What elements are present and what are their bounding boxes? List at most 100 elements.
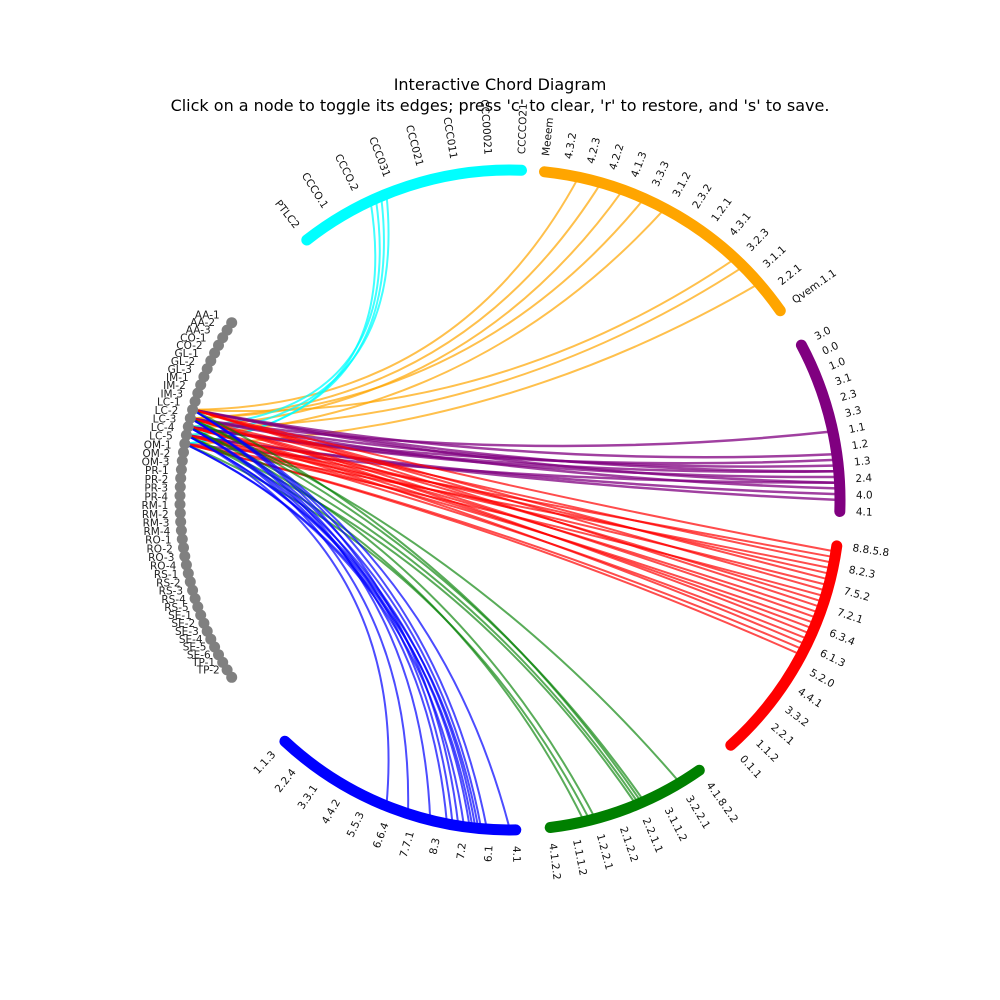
group-arc-label: 3.3.2 [782,704,811,730]
node-dot[interactable] [189,593,201,605]
node-pr-1[interactable]: PR-1 [145,465,187,484]
node-ro-2[interactable]: RO-2 [146,543,191,562]
group-arc-label: 1.2.2.1 [594,833,615,872]
node-dot[interactable] [176,455,188,467]
group-arc-label: 5.2.0 [807,667,836,691]
group-arc-label: 4.4.1 [795,686,824,711]
node-rs-2[interactable]: RS-2 [156,577,199,596]
chord-blue [187,425,448,824]
node-om-1[interactable]: OM-1 [144,439,189,458]
node-dot[interactable] [175,464,187,476]
node-im-2[interactable]: IM-2 [163,380,204,399]
node-dot[interactable] [189,395,201,407]
node-dot[interactable] [178,542,189,554]
node-dot[interactable] [182,421,194,433]
node-label: TP-2 [196,664,220,676]
node-dot[interactable] [174,481,186,493]
node-dot[interactable] [180,559,192,571]
group-arc-blue[interactable] [279,735,522,836]
node-dot[interactable] [174,498,186,510]
group-arc-purple[interactable] [795,339,846,517]
node-rm-4[interactable]: RM-4 [143,526,188,545]
group-arc-label: 7.2.1 [835,606,864,626]
group-arc-red[interactable] [725,540,843,751]
node-label: RO-1 [145,535,171,547]
chord-orange [188,189,624,428]
node-dot[interactable] [174,490,186,502]
group-arc-label: 4.1 [510,846,522,863]
group-arc-green[interactable] [544,764,705,833]
chord-purple [190,416,833,448]
node-tp-2[interactable]: TP-2 [196,664,238,683]
group-arc-label: 4.2.3 [585,136,603,165]
node-dot[interactable] [179,438,191,450]
node-ro-4[interactable]: RO-4 [150,560,194,579]
node-dot[interactable] [180,429,192,441]
group-arc-label: 1.1.3 [251,749,278,777]
chord-red [190,417,819,620]
node-label: GL-3 [168,364,192,376]
chord-red [190,417,825,603]
node-lc-2[interactable]: LC-2 [155,405,196,424]
node-dot[interactable] [179,550,191,562]
node-se-3[interactable]: SE-3 [175,626,217,645]
node-om-3[interactable]: OM-3 [142,457,187,476]
node-dot[interactable] [178,446,189,458]
node-dot[interactable] [226,671,238,683]
chord-green [189,417,681,784]
node-label: GL-1 [175,348,199,360]
node-label: LC-2 [155,405,179,417]
node-dot[interactable] [182,567,194,579]
node-lc-3[interactable]: LC-3 [153,414,194,433]
node-pr-2[interactable]: PR-2 [145,474,186,493]
node-rs-1[interactable]: RS-1 [154,569,196,588]
node-dot[interactable] [187,404,199,416]
node-dot[interactable] [187,584,199,596]
node-ro-1[interactable]: RO-1 [145,535,189,554]
node-label: AA-3 [186,325,211,337]
node-label: PR-1 [145,465,169,477]
node-dot[interactable] [192,387,204,399]
node-lc-5[interactable]: LC-5 [149,431,191,450]
group-arc-label: 3.1.2 [670,170,693,199]
group-arc-cyan[interactable] [301,164,527,246]
node-im-3[interactable]: IM-3 [160,388,201,407]
diagram-title: Interactive Chord Diagram [393,75,607,94]
node-lc-1[interactable]: LC-1 [157,397,199,416]
chord-orange [192,176,580,411]
node-dot[interactable] [175,516,187,528]
chord-blue [185,434,480,829]
node-co-2[interactable]: CO-2 [176,340,221,359]
group-arc-orange[interactable] [539,166,786,317]
node-pr-4[interactable]: PR-4 [144,491,186,510]
node-rs-3[interactable]: RS-3 [159,586,201,605]
diagram-subtitle: Click on a node to toggle its edges; pre… [170,96,830,115]
group-arc-label: CCC011 [441,116,460,159]
node-lc-4[interactable]: LC-4 [151,422,192,441]
node-dot[interactable] [175,524,187,536]
node-label: SE-4 [179,634,203,646]
node-rm-1[interactable]: RM-1 [141,500,186,519]
node-label: RS-2 [156,577,180,589]
node-dot[interactable] [175,472,187,484]
node-dot[interactable] [184,412,196,424]
node-label: RS-1 [154,569,178,581]
node-rm-2[interactable]: RM-2 [142,509,187,528]
node-dot[interactable] [184,576,196,588]
group-arc-label: 7.7.1 [398,830,417,859]
chords-layer [184,176,841,831]
node-rm-3[interactable]: RM-3 [143,517,187,536]
group-arc-label: 4.1.3 [629,150,650,179]
node-label: RO-3 [148,552,174,564]
chord-red [186,434,836,559]
node-pr-3[interactable]: PR-3 [144,483,186,502]
node-om-2[interactable]: OM-2 [143,448,188,467]
group-arc-label: 2.2.1.1 [640,816,665,855]
node-dot[interactable] [176,533,188,545]
node-label: SE-6 [187,649,211,661]
group-arc-label: 3.3 [844,404,863,420]
node-label: SE-1 [168,610,192,622]
node-dot[interactable] [174,507,186,519]
node-ro-3[interactable]: RO-3 [148,552,192,571]
chord-red [186,434,817,625]
